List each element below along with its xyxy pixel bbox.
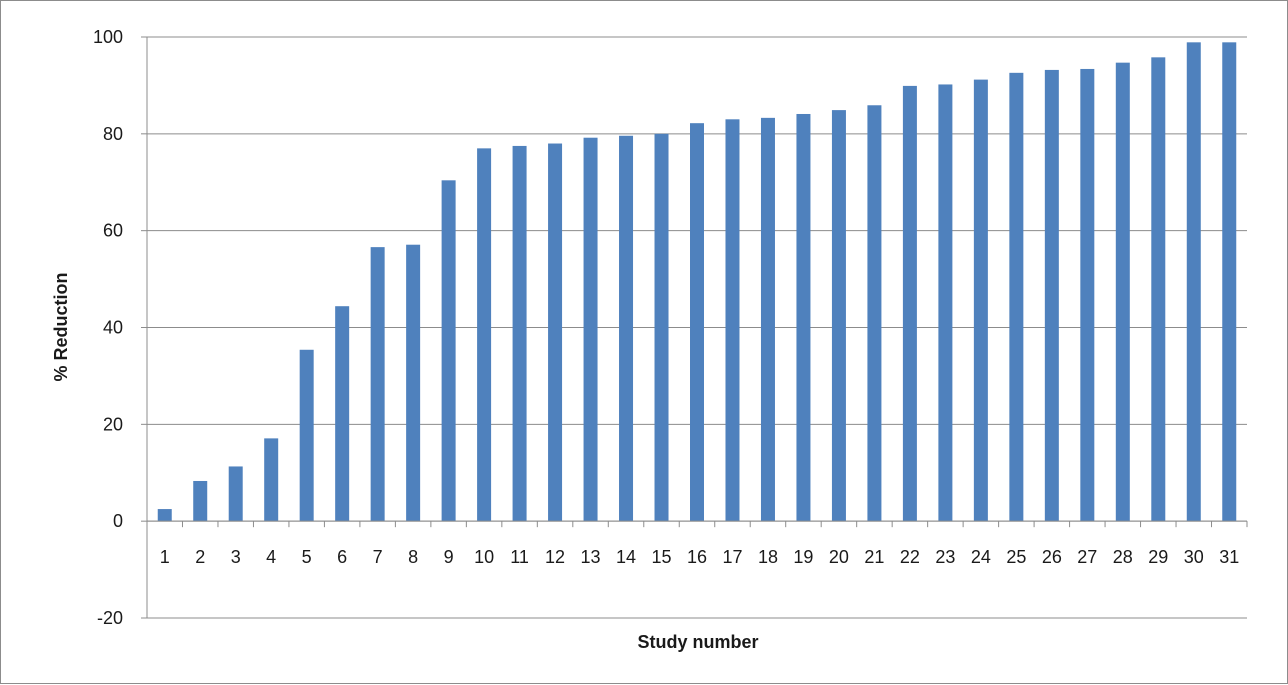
x-tick-label: 10: [474, 547, 494, 567]
bar: [867, 105, 882, 522]
x-tick-label: 6: [337, 547, 347, 567]
x-tick-label: 14: [616, 547, 636, 567]
x-tick-label: 18: [758, 547, 778, 567]
bar: [725, 119, 740, 522]
bar: [1080, 68, 1095, 522]
bar: [406, 244, 421, 522]
x-tick-label: 1: [160, 547, 170, 567]
x-tick-label: 2: [195, 547, 205, 567]
bar: [583, 137, 598, 522]
bar: [619, 135, 634, 522]
x-tick-label: 3: [231, 547, 241, 567]
y-tick-label: 0: [113, 511, 123, 531]
bar: [654, 133, 669, 522]
bar: [441, 180, 456, 522]
bar: [796, 113, 811, 522]
bar: [938, 84, 953, 522]
bar: [335, 306, 350, 522]
x-tick-label: 8: [408, 547, 418, 567]
x-tick-label: 16: [687, 547, 707, 567]
bar: [370, 247, 385, 522]
x-tick-label: 21: [864, 547, 884, 567]
y-axis-title: % Reduction: [51, 272, 71, 381]
bar: [902, 85, 917, 522]
y-tick-label: 100: [93, 27, 123, 47]
x-tick-label: 30: [1184, 547, 1204, 567]
x-tick-label: 9: [444, 547, 454, 567]
x-tick-label: 13: [581, 547, 601, 567]
x-tick-label: 31: [1219, 547, 1239, 567]
y-tick-label: 80: [103, 124, 123, 144]
x-tick-label: 7: [373, 547, 383, 567]
bar: [157, 509, 172, 522]
x-tick-label: 26: [1042, 547, 1062, 567]
x-axis-title: Study number: [637, 632, 758, 652]
bar: [512, 145, 527, 522]
y-tick-labels: -20 0 20 40 60 80 100: [93, 27, 123, 628]
bar: [760, 117, 775, 522]
bar: [193, 480, 208, 522]
x-tick-label: 23: [935, 547, 955, 567]
bar: [831, 110, 846, 522]
x-tick-label: 19: [793, 547, 813, 567]
x-tick-labels: 1 2 3 4 5 6 7 8 9 10 11 12 13 14 15 16 17 18 19 20 21 22 23 24 2…: [160, 547, 1240, 567]
y-tick-label: -20: [97, 608, 123, 628]
bar: [1186, 42, 1201, 522]
bar: [1009, 72, 1024, 522]
bar: [548, 143, 563, 522]
x-tick-label: 4: [266, 547, 276, 567]
x-tick-label: 29: [1148, 547, 1168, 567]
x-tick-label: 12: [545, 547, 565, 567]
axes: [141, 36, 1248, 619]
bar: [299, 349, 314, 522]
x-tick-label: 20: [829, 547, 849, 567]
x-tick-label: 28: [1113, 547, 1133, 567]
bar: [1044, 69, 1059, 522]
bar: [1115, 62, 1130, 522]
bar: [1151, 57, 1166, 522]
x-tick-label: 5: [302, 547, 312, 567]
x-tick-label: 22: [900, 547, 920, 567]
x-tick-label: 11: [510, 547, 529, 567]
y-tick-label: 40: [103, 318, 123, 338]
x-tick-label: 17: [722, 547, 742, 567]
bar: [1222, 42, 1237, 522]
x-tick-label: 15: [652, 547, 672, 567]
y-tick-label: 20: [103, 414, 123, 434]
bar: [228, 466, 243, 522]
bar: [264, 438, 279, 522]
x-tick-label: 24: [971, 547, 991, 567]
bars: [157, 42, 1237, 522]
x-tick-label: 25: [1006, 547, 1026, 567]
bar: [690, 123, 704, 522]
bar: [973, 79, 988, 522]
x-tick-label: 27: [1077, 547, 1097, 567]
y-tick-label: 60: [103, 221, 123, 241]
bar: [477, 148, 492, 522]
